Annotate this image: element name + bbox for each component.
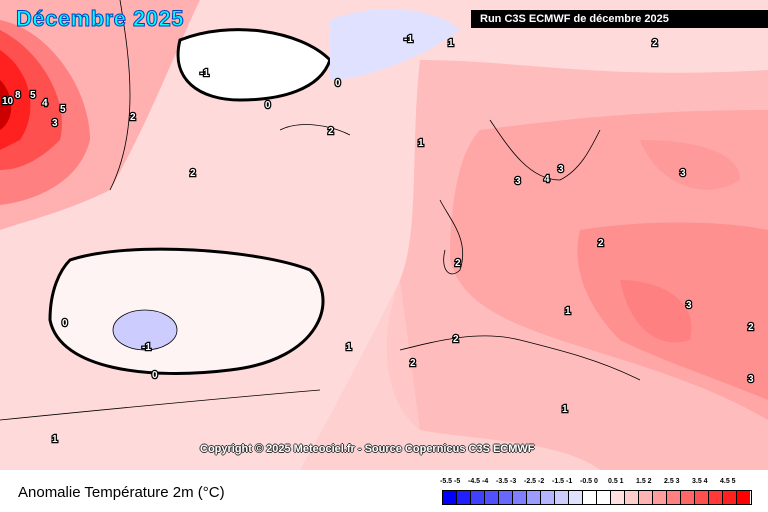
- legend-swatch: [541, 491, 555, 504]
- contour-label: 2: [748, 322, 754, 333]
- contour-label: 3: [52, 118, 58, 129]
- contour-label: 1: [448, 38, 454, 49]
- contour-label: 0: [62, 318, 68, 329]
- legend-swatch: [695, 491, 709, 504]
- legend-swatch: [471, 491, 485, 504]
- copyright-text: Copyright © 2025 Meteociel.fr - Source C…: [200, 443, 535, 455]
- legend-label: 2.5 3: [664, 478, 680, 485]
- legend-swatch: [457, 491, 471, 504]
- legend-label: 0.5 1: [608, 478, 624, 485]
- color-legend: -5.5 -5 -4.5 -4 -3.5 -3 -2.5 -2 -1.5 -1 -0.5 …: [440, 478, 752, 505]
- legend-swatch: [443, 491, 457, 504]
- map-title: Anomalie Température 2m (°C): [18, 484, 225, 501]
- contour-label: 3: [515, 176, 521, 187]
- contour-label: 1: [418, 138, 424, 149]
- legend-swatch: [625, 491, 639, 504]
- legend-swatch: [737, 491, 750, 504]
- contour-label: 4: [42, 98, 48, 109]
- contour-label: 2: [190, 168, 196, 179]
- contour-label: 1: [565, 306, 571, 317]
- contour-label: 2: [410, 358, 416, 369]
- legend-label: -1.5 -1: [552, 478, 573, 485]
- contour-label: -1: [200, 68, 209, 79]
- contour-label: 5: [60, 104, 66, 115]
- contour-label: 2: [453, 334, 459, 345]
- temperature-anomaly-map: 10 8 5 4 5 3 2 2 -1 -1 0 0 1 1 0 -1 0 1 …: [0, 0, 768, 470]
- contour-labels: 10 8 5 4 5 3 2 2 -1 -1 0 0 1 1 0 -1 0 1 …: [1, 33, 756, 447]
- contour-label: 3: [558, 164, 564, 175]
- legend-label: -0.5 0: [580, 478, 598, 485]
- legend-swatch: [611, 491, 625, 504]
- contour-label: 2: [598, 238, 604, 249]
- legend-swatch: [583, 491, 597, 504]
- legend-swatch: [569, 491, 583, 504]
- contour-label: 8: [15, 90, 21, 101]
- legend-swatch: [653, 491, 667, 504]
- legend-swatch: [709, 491, 723, 504]
- contour-label: 3: [686, 300, 692, 311]
- legend-swatch: [499, 491, 513, 504]
- legend-label: 1.5 2: [636, 478, 652, 485]
- legend-swatch: [681, 491, 695, 504]
- legend-swatch: [485, 491, 499, 504]
- cold-anomaly-atlantic: [48, 247, 325, 375]
- contour-label: -1: [142, 342, 151, 353]
- contour-label: 1: [562, 404, 568, 415]
- cold-anomaly-arctic: [176, 28, 332, 102]
- legend-label: 3.5 4: [692, 478, 708, 485]
- contour-label: 3: [748, 374, 754, 385]
- contour-label: 4: [544, 174, 550, 185]
- legend-swatch: [513, 491, 527, 504]
- legend-label: -3.5 -3: [496, 478, 517, 485]
- legend-swatch: [639, 491, 653, 504]
- run-label: Run C3S ECMWF de décembre 2025: [471, 10, 768, 28]
- legend-label: -5.5 -5: [440, 478, 461, 485]
- contour-label: 0: [335, 78, 341, 89]
- contour-label: 2: [455, 258, 461, 269]
- contour-label: 0: [265, 100, 271, 111]
- contour-label: 2: [328, 126, 334, 137]
- contour-label: 10: [2, 96, 14, 107]
- legend-swatch: [597, 491, 611, 504]
- contour-label: 3: [680, 168, 686, 179]
- contour-label: -1: [404, 34, 413, 45]
- page-title: Décembre 2025: [16, 6, 184, 32]
- legend-swatch: [667, 491, 681, 504]
- legend-swatch: [555, 491, 569, 504]
- legend-swatch: [527, 491, 541, 504]
- contour-label: 5: [30, 90, 36, 101]
- contour-label: 0: [152, 370, 158, 381]
- contour-label: 2: [130, 112, 136, 123]
- legend-swatch: [723, 491, 737, 504]
- legend-label: -4.5 -4: [468, 478, 489, 485]
- contour-label: 1: [346, 342, 352, 353]
- contour-label: 2: [652, 38, 658, 49]
- contour-label: 1: [52, 434, 58, 445]
- legend-label: -2.5 -2: [524, 478, 545, 485]
- legend-label: 4.5 5: [720, 478, 736, 485]
